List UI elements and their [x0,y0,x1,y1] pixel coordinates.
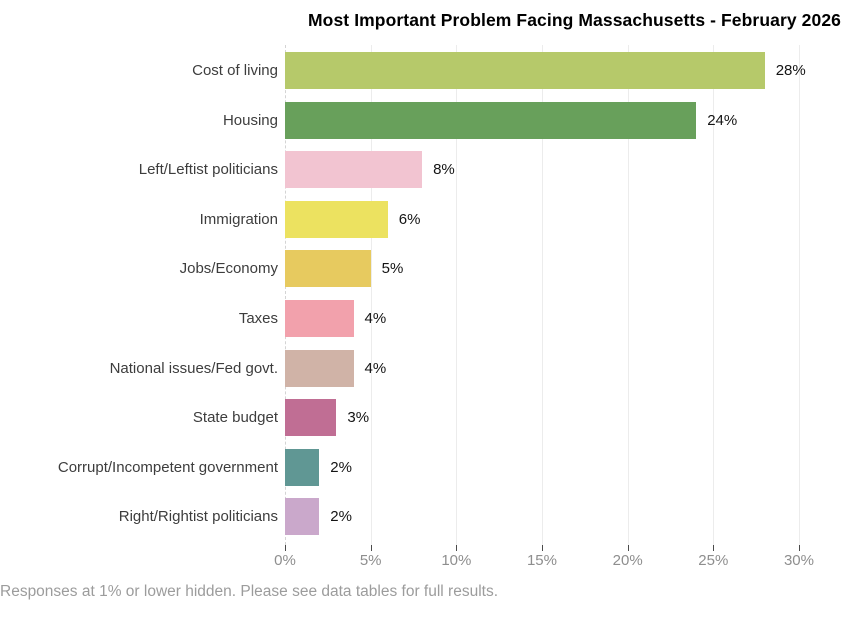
bar[interactable] [285,349,354,387]
footer-note: Responses at 1% or lower hidden. Please … [0,583,498,600]
x-gridline [798,45,800,545]
category-label: Right/Rightist politicians [118,508,278,526]
chart-title: Most Important Problem Facing Massachuse… [308,10,841,30]
x-tick-label: 20% [612,552,643,569]
x-axis-tick [541,545,543,551]
category-label: National issues/Fed govt. [109,359,278,377]
category-label: Corrupt/Incompetent government [57,458,278,476]
category-label: Jobs/Economy [179,260,278,278]
x-tick-label: 0% [274,552,296,569]
value-label: 8% [433,161,455,179]
x-tick-label: 10% [441,552,472,569]
bar[interactable] [285,101,697,139]
x-tick-label: 15% [526,552,557,569]
bar[interactable] [285,300,354,337]
category-label: Left/Leftist politicians [138,161,278,179]
x-axis-tick [798,545,800,551]
category-label: Cost of living [192,62,278,79]
value-label: 28% [775,62,806,79]
value-label: 4% [364,310,387,327]
x-gridline [541,45,543,545]
value-label: 2% [330,458,352,476]
x-gridline [456,45,458,545]
value-label: 24% [707,111,738,129]
value-label: 2% [330,508,352,526]
bar[interactable] [285,52,765,89]
bar[interactable] [285,250,371,288]
value-label: 5% [381,260,404,278]
bar[interactable] [285,498,320,536]
value-label: 4% [364,359,387,377]
x-gridline [713,45,715,545]
value-label: 3% [347,409,370,427]
x-gridline [627,45,629,545]
bar[interactable] [285,200,388,238]
category-label: Immigration [199,210,278,228]
bar[interactable] [285,448,320,486]
x-axis-tick [370,545,372,551]
x-tick-label: 30% [783,552,814,569]
x-axis-tick [627,545,629,551]
value-label: 6% [398,210,421,228]
zero-axis-line [285,45,287,545]
x-axis-tick [285,545,286,551]
category-label: Taxes [238,310,278,327]
x-tick-label: 25% [698,552,729,569]
bar[interactable] [285,151,423,189]
bar[interactable] [285,399,337,437]
x-tick-label: 5% [359,552,382,569]
category-label: Housing [222,111,278,129]
x-axis-tick [713,545,715,551]
x-gridline [370,45,372,545]
x-axis-tick [456,545,458,551]
category-label: State budget [192,409,278,427]
